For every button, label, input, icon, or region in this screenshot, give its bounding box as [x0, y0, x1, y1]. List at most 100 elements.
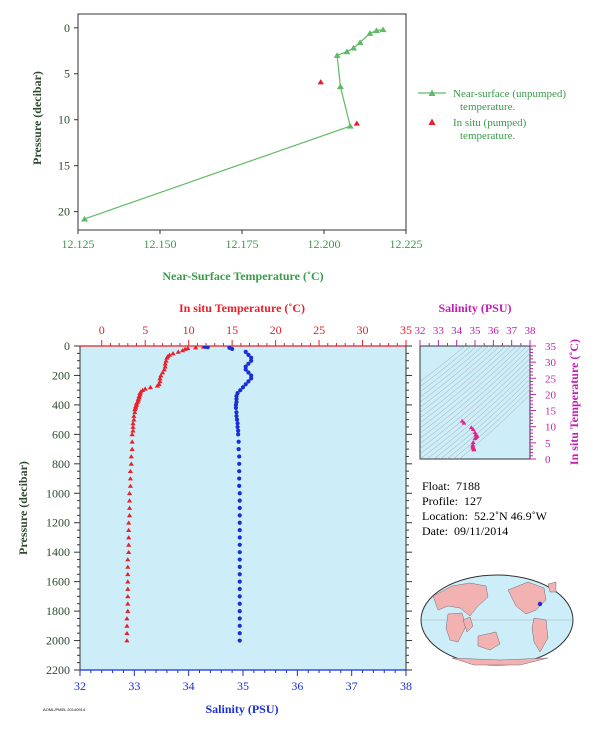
- temperature-point: [127, 468, 134, 474]
- unpumped-temperature-point: [372, 27, 380, 34]
- salinity-point: [237, 550, 242, 555]
- salinity-point: [205, 346, 210, 350]
- temperature-point: [132, 409, 138, 415]
- pressure-tick-label: 2000: [46, 634, 70, 648]
- salinity-point: [237, 542, 242, 547]
- ts-point: [472, 436, 478, 441]
- location-row: Location: 52.2˚N 46.9˚W: [422, 509, 547, 524]
- temperature-point: [126, 490, 133, 496]
- ts-point: [459, 418, 465, 423]
- float-location-marker: [537, 601, 543, 607]
- salinity-point: [243, 349, 248, 354]
- temperature-point: [126, 520, 132, 525]
- near-surface-legend: Near-surface (unpumped) temperature. In …: [418, 88, 566, 142]
- salinity-point: [236, 428, 241, 433]
- salinity-point: [237, 483, 242, 489]
- temperature-tick-label: 15: [226, 323, 238, 337]
- ts-temperature-tick-label: 20: [545, 389, 557, 401]
- ts-series: [459, 418, 480, 452]
- date-row: Date: 09/11/2014: [422, 524, 547, 539]
- salinity-point: [237, 601, 242, 606]
- salinity-point: [246, 379, 251, 384]
- ts-salinity-ticks: 32 33 34 35 36 37 38: [415, 325, 536, 346]
- temperature-point: [159, 370, 166, 375]
- pressure-tick-label: 600: [52, 427, 70, 441]
- density-contour: [420, 346, 523, 434]
- temperature-point: [124, 630, 130, 636]
- temperature-point: [125, 594, 131, 599]
- near-surface-y-ticks: 0 5 10 15 20: [58, 21, 78, 219]
- salinity-point: [249, 373, 254, 378]
- temperature-point: [131, 417, 137, 422]
- ts-temperature-tick-label: 15: [545, 406, 557, 418]
- salinity-point: [243, 364, 248, 369]
- temperature-point: [142, 386, 148, 391]
- temperature-point: [125, 601, 131, 606]
- temperature-point: [164, 355, 170, 360]
- ts-point: [461, 420, 467, 425]
- temperature-tick-label: 30: [357, 323, 369, 337]
- pressure-axis-label: Pressure (decibar): [16, 461, 30, 555]
- temperature-point: [126, 549, 132, 555]
- legend-unpumped-label-line2: temperature.: [460, 101, 516, 113]
- ts-salinity-tick-label: 35: [470, 325, 482, 337]
- density-contour: [420, 346, 478, 393]
- salinity-tick-label: 34: [183, 679, 195, 693]
- salinity-point: [233, 405, 239, 410]
- ts-temperature-tick-label: 10: [545, 422, 557, 434]
- salinity-point: [236, 446, 241, 452]
- x-tick-label: 12.200: [308, 237, 341, 251]
- salinity-point: [243, 382, 248, 387]
- near-surface-x-label: Near-Surface Temperature (˚C): [162, 269, 323, 283]
- temperature-point: [179, 348, 186, 353]
- salinity-point: [237, 608, 242, 614]
- salinity-point: [240, 385, 246, 390]
- salinity-point: [237, 513, 242, 518]
- salinity-point: [237, 623, 242, 628]
- legend-unpumped-marker: [428, 89, 436, 96]
- legend-pumped-label-line2: temperature.: [460, 130, 516, 142]
- salinity-point: [246, 361, 251, 366]
- ts-temperature-tick-label: 0: [545, 454, 551, 466]
- density-contour: [420, 346, 495, 408]
- salinity-point: [234, 396, 239, 402]
- float-value: 7188: [456, 479, 481, 493]
- salinity-tick-label: 38: [400, 679, 412, 693]
- plot-id-stamp: AOML/PMEL 20140914: [43, 707, 86, 712]
- salinity-point: [236, 432, 241, 437]
- float-row: Float: 7188: [422, 479, 547, 494]
- density-contour: [420, 346, 472, 387]
- density-contour: [420, 346, 466, 382]
- y-tick-label: 15: [58, 159, 70, 173]
- temperature-point: [127, 476, 134, 481]
- ts-salinity-tick-label: 32: [415, 325, 426, 337]
- salinity-point: [237, 616, 242, 621]
- salinity-point: [237, 491, 242, 496]
- salinity-point: [237, 586, 242, 592]
- salinity-point: [237, 454, 242, 459]
- temperature-point: [124, 638, 130, 643]
- unpumped-temperature-point: [356, 39, 364, 46]
- temperature-point: [129, 446, 135, 451]
- x-tick-label: 12.225: [390, 237, 423, 251]
- salinity-point: [237, 631, 242, 636]
- salinity-point: [237, 535, 242, 540]
- temperature-point: [129, 439, 135, 444]
- x-tick-label: 12.150: [144, 237, 177, 251]
- ts-temperature-tick-label: 35: [545, 341, 557, 353]
- salinity-tick-label: 32: [74, 679, 86, 693]
- location-label: Location:: [422, 509, 468, 523]
- density-contour: [452, 389, 530, 459]
- profile-row: Profile: 127: [422, 494, 547, 509]
- date-value: 09/11/2014: [454, 524, 509, 538]
- salinity-point: [246, 370, 251, 375]
- unpumped-temperature-point: [333, 52, 341, 58]
- density-contour: [420, 363, 530, 459]
- temperature-point: [127, 483, 134, 488]
- density-contour: [420, 347, 530, 444]
- ts-salinity-tick-label: 36: [488, 325, 500, 337]
- temperature-point: [157, 376, 163, 381]
- temperature-point: [124, 616, 130, 621]
- ts-density-contours: [420, 346, 530, 459]
